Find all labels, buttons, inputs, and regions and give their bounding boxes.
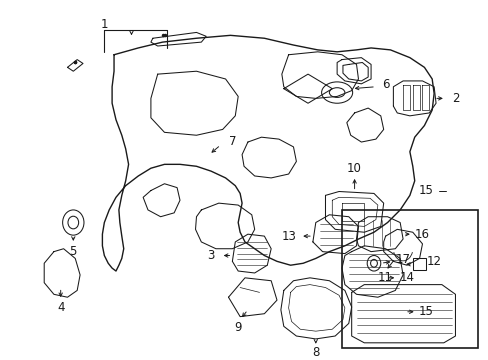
Text: 12: 12 <box>426 255 441 268</box>
Bar <box>412 258 426 270</box>
Text: 15: 15 <box>418 184 433 197</box>
Text: 8: 8 <box>311 346 319 359</box>
Text: 3: 3 <box>207 249 214 262</box>
Text: 7: 7 <box>228 135 236 148</box>
Text: 9: 9 <box>234 321 242 334</box>
Bar <box>341 210 477 348</box>
Text: 13: 13 <box>281 230 295 243</box>
Text: 6: 6 <box>381 78 388 91</box>
Text: 17: 17 <box>395 253 410 266</box>
Text: 14: 14 <box>399 271 414 284</box>
Text: 5: 5 <box>69 245 77 258</box>
Text: 1: 1 <box>101 18 108 31</box>
Text: 10: 10 <box>346 162 361 175</box>
Text: 4: 4 <box>57 301 64 314</box>
Text: 2: 2 <box>451 92 458 105</box>
Text: 16: 16 <box>414 228 429 241</box>
Text: 15: 15 <box>418 305 433 318</box>
Text: 11: 11 <box>377 271 392 284</box>
